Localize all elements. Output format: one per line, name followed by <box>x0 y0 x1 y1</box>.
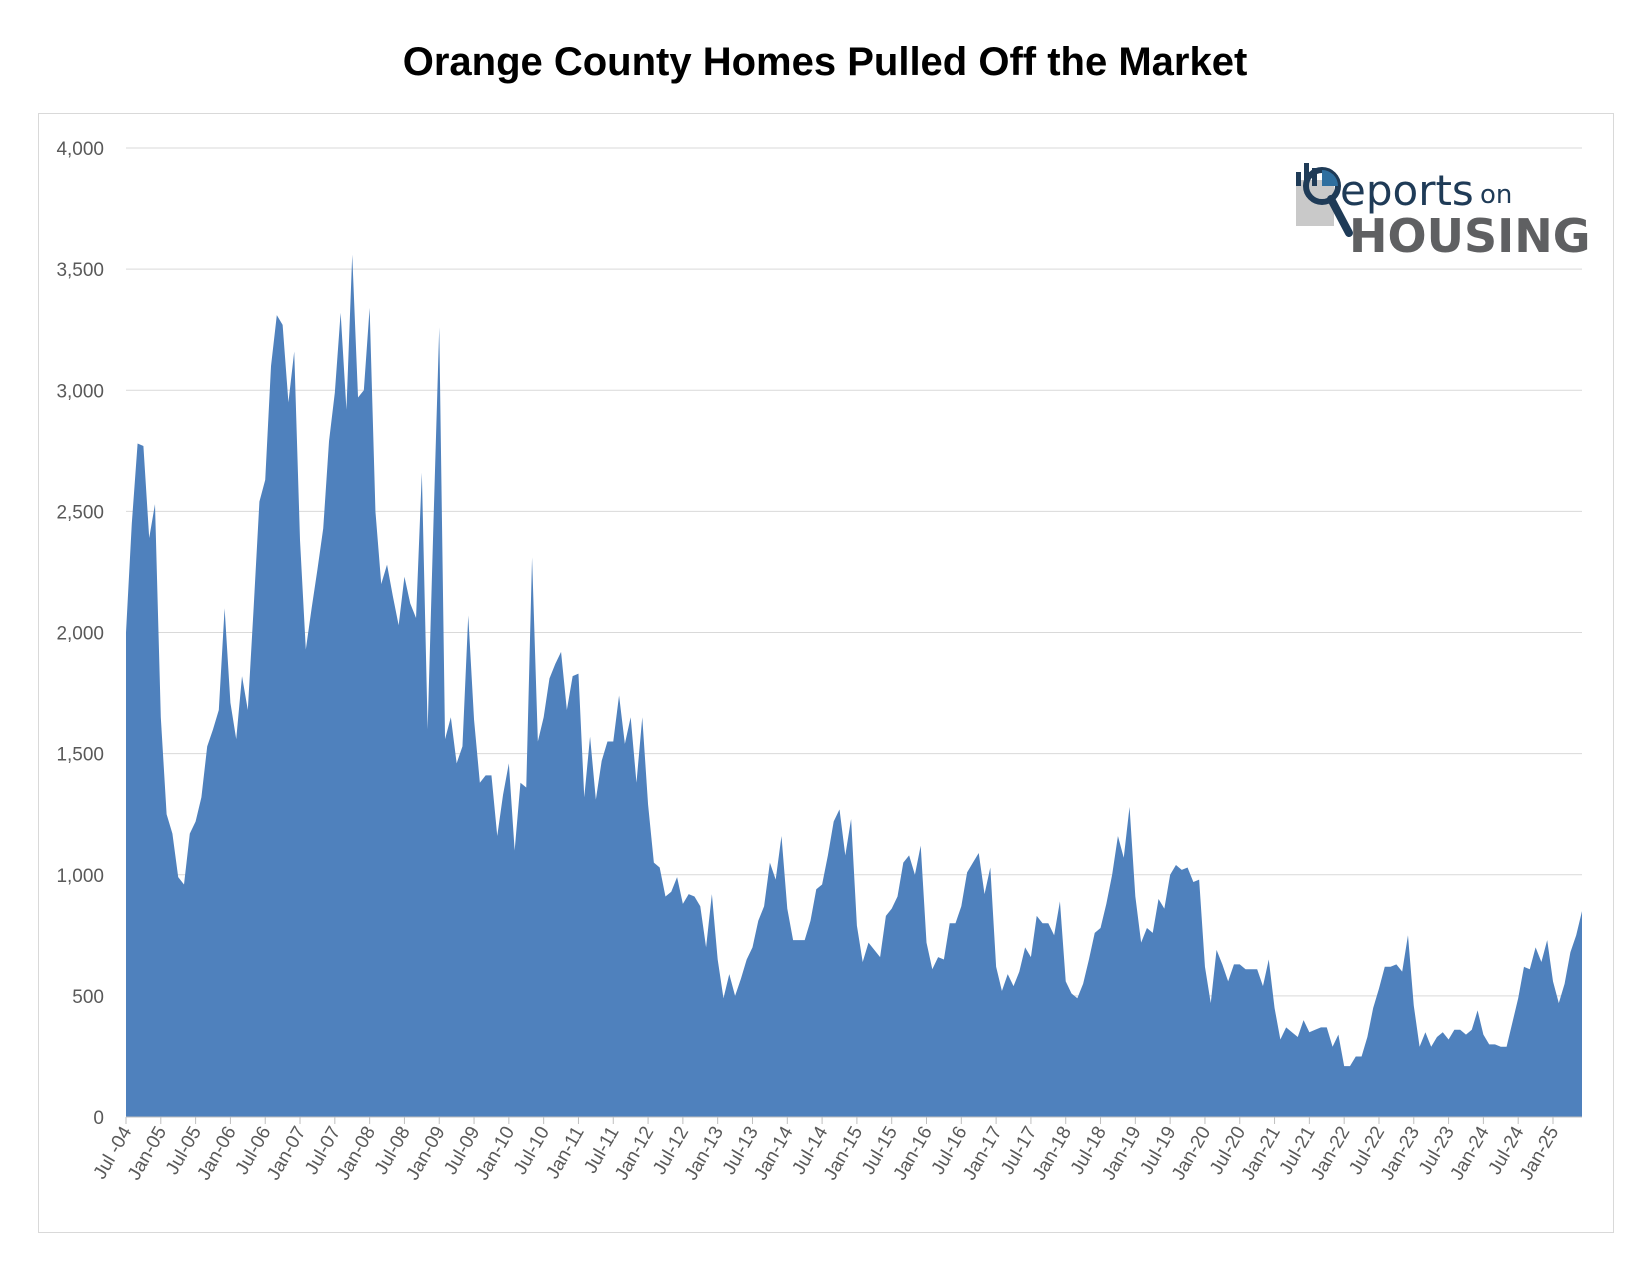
logo-line-bottom: HOUSING <box>1349 209 1590 263</box>
logo-on: on <box>1480 180 1512 210</box>
chart-frame <box>38 113 1614 1233</box>
y-tick-label: 2,500 <box>56 502 104 523</box>
x-axis-ticks: Jul -04Jan-05Jul-05Jan-06Jul-06Jan-07Jul… <box>90 1116 1582 1184</box>
y-tick-label: 4,000 <box>56 139 104 160</box>
area-series <box>126 254 1582 1118</box>
chart-title: Orange County Homes Pulled Off the Marke… <box>402 40 1248 84</box>
magnifier-bars-icon <box>1296 163 1353 237</box>
logo-line-top: eports <box>1340 166 1474 215</box>
reports-on-housing-logo: eports on HOUSING <box>1296 163 1590 263</box>
y-tick-label: 1,500 <box>56 745 104 766</box>
y-tick-label: 500 <box>72 987 104 1008</box>
y-tick-label: 1,000 <box>56 866 104 887</box>
y-tick-label: 2,000 <box>56 624 104 645</box>
series-area <box>126 254 1582 1118</box>
y-tick-label: 0 <box>93 1108 104 1129</box>
y-tick-label: 3,500 <box>56 260 104 281</box>
y-axis-ticks: 0 500 1,000 1,500 2,000 2,500 3,000 3,500 4,000 <box>56 139 104 1129</box>
y-tick-label: 3,000 <box>56 381 104 402</box>
